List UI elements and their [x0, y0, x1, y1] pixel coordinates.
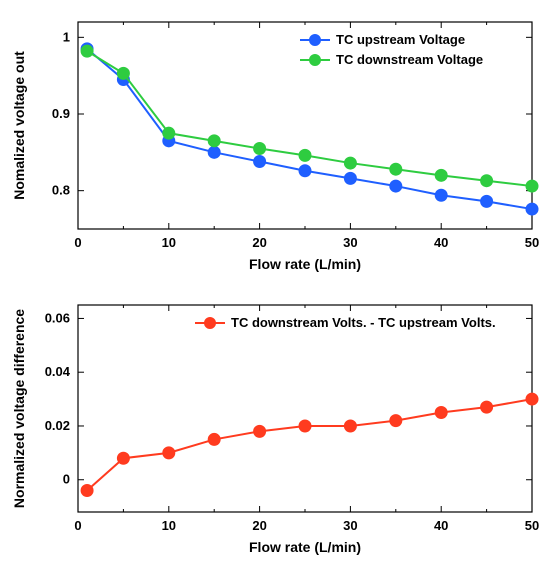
svg-text:TC downstream Voltage: TC downstream Voltage [336, 52, 483, 67]
svg-text:Flow rate (L/min): Flow rate (L/min) [249, 539, 361, 555]
svg-text:0: 0 [63, 472, 70, 487]
svg-text:50: 50 [525, 518, 539, 533]
svg-text:20: 20 [252, 235, 266, 250]
svg-text:0.04: 0.04 [45, 364, 71, 379]
svg-text:Normalized voltage difference: Normalized voltage difference [11, 309, 27, 508]
svg-text:50: 50 [525, 235, 539, 250]
svg-text:40: 40 [434, 518, 448, 533]
svg-text:1: 1 [63, 29, 70, 44]
svg-text:10: 10 [162, 235, 176, 250]
svg-text:0.06: 0.06 [45, 310, 70, 325]
svg-text:30: 30 [343, 235, 357, 250]
svg-text:0: 0 [74, 518, 81, 533]
svg-text:Flow rate (L/min): Flow rate (L/min) [249, 256, 361, 272]
svg-text:40: 40 [434, 235, 448, 250]
chart-canvas: 0 10 20 30 40 50 0.8 0.9 1 Flow rate (L/min) Nomal… [0, 0, 559, 561]
svg-text:Nomalized voltage out: Nomalized voltage out [11, 51, 27, 200]
svg-text:0.02: 0.02 [45, 418, 70, 433]
svg-text:TC upstream Voltage: TC upstream Voltage [336, 32, 465, 47]
svg-text:TC downstream Volts. - TC upst: TC downstream Volts. - TC upstream Volts… [231, 315, 496, 330]
svg-text:0.8: 0.8 [52, 183, 70, 198]
svg-text:30: 30 [343, 518, 357, 533]
svg-text:10: 10 [162, 518, 176, 533]
svg-text:0.9: 0.9 [52, 106, 70, 121]
svg-text:20: 20 [252, 518, 266, 533]
svg-text:0: 0 [74, 235, 81, 250]
